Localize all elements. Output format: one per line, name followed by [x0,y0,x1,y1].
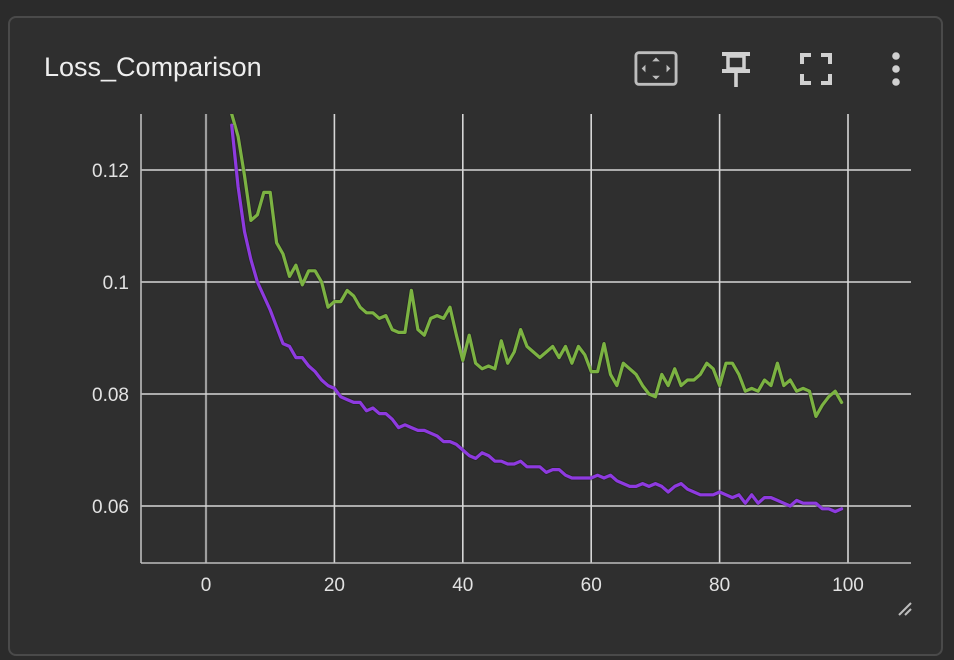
x-tick-label: 80 [709,575,730,596]
series-line-run_purple[interactable] [230,123,844,514]
fullscreen-button[interactable] [794,47,838,91]
pin-icon [722,52,750,87]
card-title: Loss_Comparison [44,52,262,82]
x-tick-label: 0 [201,575,212,596]
resize-icon [898,602,912,616]
x-tick-label: 100 [832,575,864,596]
fit-domain-icon [634,51,678,86]
series-shadow-run_purple [229,124,843,515]
fit-domain-button[interactable] [634,47,678,91]
y-tick-label: 0.06 [92,497,129,518]
resize-handle[interactable] [897,601,913,622]
grid-lines [141,114,911,563]
fullscreen-icon [800,53,832,85]
tick-labels: 0 20 40 60 80 100 0.06 0.08 0.1 0.12 [92,161,864,596]
axes [140,114,911,564]
chart-card: Loss_Comparison [8,16,943,656]
series-shadow-run_green [229,114,844,419]
pin-button[interactable] [714,47,758,91]
y-tick-label: 0.12 [92,161,129,182]
y-tick-label: 0.08 [92,385,129,406]
more-options-button[interactable] [874,47,918,91]
series-line-run_green[interactable] [230,114,844,418]
more-vert-icon [892,52,900,86]
x-tick-label: 60 [581,575,602,596]
x-tick-label: 40 [452,575,473,596]
series-lines [229,114,844,515]
x-tick-label: 20 [324,575,345,596]
y-tick-label: 0.1 [103,273,129,294]
